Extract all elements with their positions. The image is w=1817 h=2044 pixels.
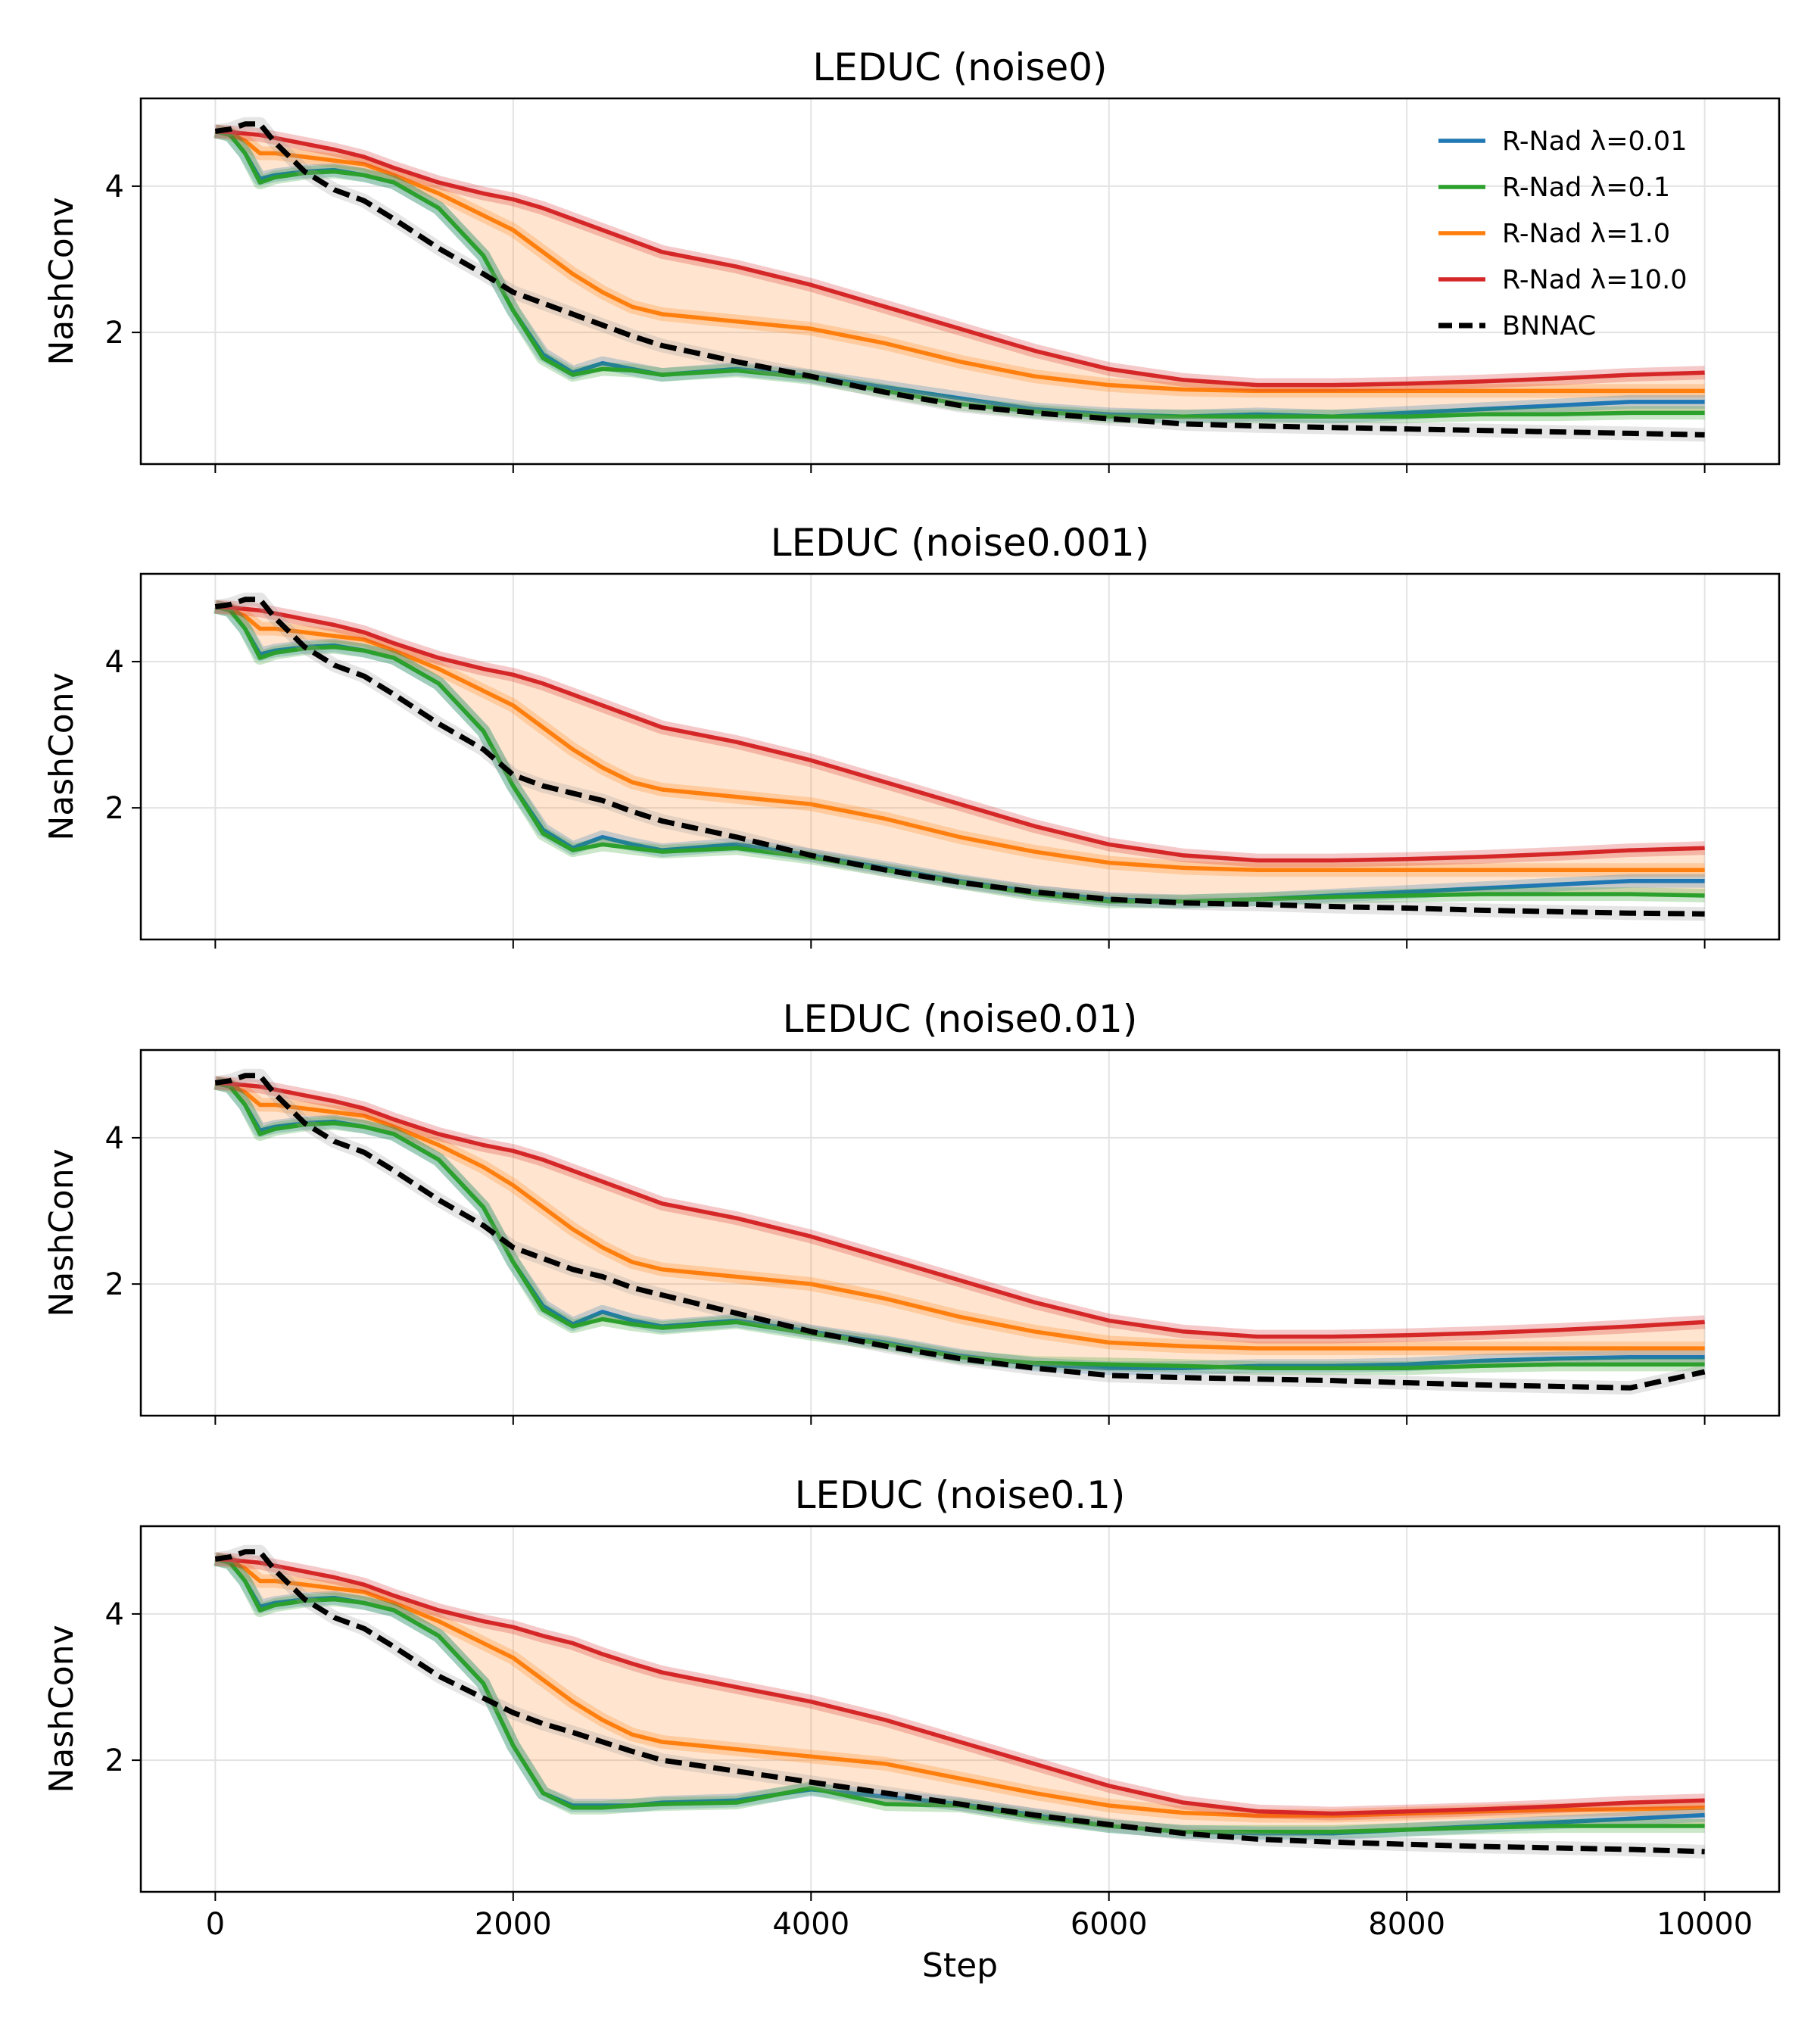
panel-2: 2 4 LEDUC (noise0.001) NashConv — [42, 521, 1781, 949]
series-line-r-nad-1-0 — [214, 604, 1705, 872]
legend-entry: BNNAC — [1502, 311, 1596, 341]
legend: R-Nad λ=0.01 R-Nad λ=0.1 R-Nad λ=1.0 R-Nad … — [1438, 126, 1687, 341]
x-tick-label: 8000 — [1368, 1907, 1445, 1942]
series-line-bnnac — [214, 597, 1705, 917]
series-line-r-nad-1-0 — [214, 1080, 1705, 1351]
y-tick-label: 4 — [105, 170, 124, 204]
series-line-r-nad-10-0 — [215, 1556, 1705, 1816]
variance-band — [215, 131, 1705, 417]
x-tick-label: 2000 — [475, 1907, 552, 1942]
series-line-bnnac — [214, 1073, 1706, 1391]
y-tick-label: 2 — [105, 791, 124, 826]
legend-entry: R-Nad λ=10.0 — [1502, 265, 1687, 295]
y-axis-label: NashConv — [42, 672, 81, 840]
axes-frame — [139, 97, 1781, 466]
x-tick-label: 6000 — [1071, 1907, 1148, 1942]
x-tick-label: 4000 — [772, 1907, 849, 1942]
series-line-r-nad-1-0 — [214, 129, 1705, 394]
panel-title: LEDUC (noise0.001) — [771, 521, 1150, 565]
y-tick-label: 4 — [105, 1121, 124, 1156]
panel-title: LEDUC (noise0) — [812, 45, 1107, 89]
variance-band — [215, 1559, 1705, 1832]
legend-entry: R-Nad λ=0.01 — [1502, 126, 1687, 157]
x-axis-label: Step — [922, 1946, 998, 1985]
y-tick-label: 2 — [105, 1267, 124, 1302]
y-tick-label: 2 — [105, 316, 124, 351]
variance-band — [215, 606, 1705, 902]
series-line-r-nad-1-0 — [214, 1556, 1705, 1818]
series-line-r-nad-10-0 — [215, 129, 1705, 388]
series-line-r-nad-10-0 — [215, 604, 1705, 863]
axes-frame — [139, 572, 1781, 941]
variance-band — [215, 1083, 1705, 1369]
x-tick-label: 10000 — [1656, 1907, 1753, 1942]
series-line-r-nad-10-0 — [215, 1080, 1705, 1339]
panel-3: 2 4 LEDUC (noise0.01) NashConv — [42, 997, 1781, 1425]
panel-title: LEDUC (noise0.01) — [783, 997, 1138, 1041]
y-axis-label: NashConv — [42, 197, 81, 365]
y-tick-label: 4 — [105, 645, 124, 680]
series-line-bnnac — [214, 1549, 1705, 1855]
axes-frame — [139, 1048, 1781, 1417]
y-axis-label: NashConv — [42, 1625, 81, 1793]
legend-entry: R-Nad λ=1.0 — [1502, 219, 1670, 249]
panel-title: LEDUC (noise0.1) — [795, 1473, 1126, 1517]
series-band — [214, 600, 1705, 877]
y-tick-label: 2 — [105, 1743, 124, 1778]
legend-entry: R-Nad λ=0.1 — [1502, 173, 1670, 203]
axes-frame — [139, 1525, 1781, 1893]
y-tick-label: 4 — [105, 1597, 124, 1632]
series-line-bnnac — [214, 121, 1705, 438]
panel-4: 0 2000 4000 6000 8000 10000 2 4 LEDUC (noise0.1)… — [42, 1473, 1781, 1985]
x-tick-label: 0 — [206, 1907, 225, 1942]
y-axis-label: NashConv — [42, 1148, 81, 1316]
